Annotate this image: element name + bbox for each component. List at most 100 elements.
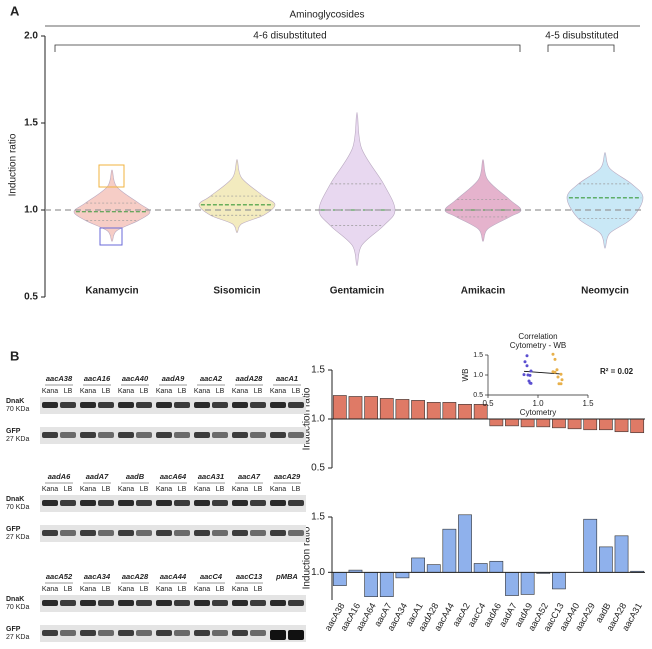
band [156, 432, 172, 438]
x-tick-label: Sisomicin [213, 286, 260, 297]
band [60, 500, 76, 506]
y-tick-label: 1.5 [473, 352, 483, 359]
band [80, 600, 96, 606]
band [42, 630, 58, 636]
gene-label: aadA7 [86, 472, 109, 481]
blot-strip [40, 595, 306, 612]
blot-strip [40, 397, 306, 414]
annotation: R² = 0.02 [600, 367, 634, 376]
band [288, 600, 304, 606]
band [270, 402, 286, 408]
band [250, 600, 266, 606]
lane-label: Kana [232, 486, 248, 493]
band [98, 432, 114, 438]
x-tick-label: Gentamicin [330, 286, 384, 297]
blot-size: 27 KDa [6, 436, 29, 443]
bar [520, 572, 535, 595]
bar [567, 418, 582, 430]
band [80, 630, 96, 636]
band [212, 402, 228, 408]
band [80, 402, 96, 408]
band [212, 530, 228, 536]
y-axis-label: Induction ratio [302, 526, 313, 589]
band [98, 500, 114, 506]
blot-protein: DnaK [6, 596, 24, 603]
bar [552, 418, 566, 429]
bar [583, 518, 598, 573]
blot-protein: DnaK [6, 496, 24, 503]
group-label: 4-5 disubstituted [545, 31, 618, 42]
lane-label: LB [102, 388, 111, 395]
band [42, 530, 58, 536]
lane-label: LB [254, 586, 263, 593]
gene-label: aacA40 [122, 374, 149, 383]
band [118, 600, 134, 606]
gene-label: aacA38 [46, 374, 73, 383]
lane-label: LB [254, 388, 263, 395]
gene-label: aacA64 [160, 472, 187, 481]
lane-label: LB [216, 586, 225, 593]
band [136, 402, 152, 408]
band [98, 600, 114, 606]
lane-label: LB [102, 586, 111, 593]
bar [364, 572, 378, 597]
y-tick-label: 0.5 [311, 463, 325, 474]
band [98, 530, 114, 536]
chart-title: Aminoglycosides [289, 10, 364, 21]
bar [599, 418, 613, 431]
y-tick-label: 1.5 [311, 365, 325, 376]
lane-label: LB [64, 586, 73, 593]
bar [583, 418, 598, 431]
gene-label: pMBA [275, 572, 298, 581]
band [118, 500, 134, 506]
band [60, 630, 76, 636]
bar [379, 398, 394, 420]
band [98, 630, 114, 636]
lane-label: Kana [232, 586, 248, 593]
lane-label: LB [178, 486, 187, 493]
highlight-box [98, 164, 125, 188]
gene-label: aadA9 [162, 374, 185, 383]
blot-strip [40, 625, 306, 642]
y-tick-label: 0.5 [473, 392, 483, 399]
band [288, 402, 304, 408]
band [232, 500, 248, 506]
band [232, 630, 248, 636]
lane-label: LB [140, 486, 149, 493]
blot-protein: DnaK [6, 398, 24, 405]
bar [395, 572, 410, 579]
bar [379, 572, 394, 597]
blot-protein: GFP [6, 526, 21, 533]
lane-label: LB [292, 486, 301, 493]
band [118, 432, 134, 438]
lane-label: Kana [42, 586, 58, 593]
band [42, 600, 58, 606]
lane-label: Kana [118, 388, 134, 395]
lane-label: Kana [42, 486, 58, 493]
blot-size: 70 KDa [6, 504, 29, 511]
bar [599, 546, 613, 573]
lane-label: Kana [42, 388, 58, 395]
lane-label: LB [178, 586, 187, 593]
band [136, 630, 152, 636]
bar [458, 514, 472, 573]
lane-label: Kana [118, 486, 134, 493]
band [174, 530, 190, 536]
y-tick-label: 1.5 [24, 118, 38, 129]
band [118, 402, 134, 408]
blot-size: 70 KDa [6, 406, 29, 413]
band [42, 500, 58, 506]
band [270, 432, 286, 438]
lane-label: Kana [156, 586, 172, 593]
band [174, 600, 190, 606]
bar [552, 572, 566, 590]
bar [630, 418, 645, 434]
band [270, 530, 286, 536]
bar [458, 403, 472, 420]
y-axis-label: WB [461, 369, 470, 382]
x-tick-label: 0.5 [482, 399, 494, 408]
gene-label: aacA31 [198, 472, 224, 481]
lane-label: LB [178, 388, 187, 395]
lane-label: Kana [156, 486, 172, 493]
band [136, 500, 152, 506]
